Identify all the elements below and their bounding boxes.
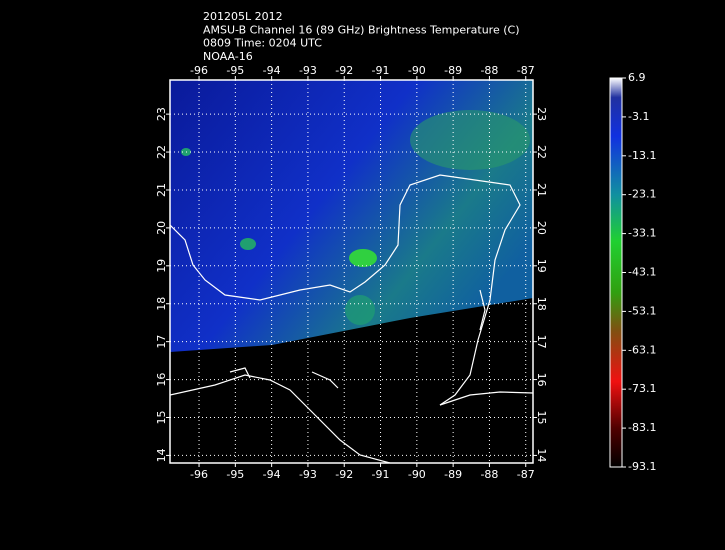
colorbar-label: -83.1 xyxy=(628,421,656,434)
lon-label: -96 xyxy=(190,468,208,481)
lat-label: 16 xyxy=(535,373,548,387)
colorbar xyxy=(609,77,623,468)
lat-label: 21 xyxy=(535,183,548,197)
swath-feature xyxy=(349,249,377,267)
header-line: 201205L 2012 xyxy=(203,10,283,23)
header-line: 0809 Time: 0204 UTC xyxy=(203,37,322,50)
colorbar-label: -73.1 xyxy=(628,382,656,395)
lon-label: -87 xyxy=(517,64,535,77)
lon-label: -91 xyxy=(372,468,390,481)
lon-label: -96 xyxy=(190,64,208,77)
colorbar-label: -43.1 xyxy=(628,266,656,279)
lat-label: 20 xyxy=(535,221,548,235)
lat-label: 15 xyxy=(155,410,168,424)
lat-label: 22 xyxy=(535,145,548,159)
lon-label: -95 xyxy=(226,64,244,77)
lon-label: -92 xyxy=(335,468,353,481)
lat-label: 17 xyxy=(535,335,548,349)
lat-label: 16 xyxy=(155,373,168,387)
header-line: NOAA-16 xyxy=(203,50,253,63)
lon-label: -89 xyxy=(444,468,462,481)
colorbar-label: -93.1 xyxy=(628,460,656,473)
lat-label: 22 xyxy=(155,145,168,159)
colorbar-label: -23.1 xyxy=(628,188,656,201)
lon-label: -87 xyxy=(517,468,535,481)
colorbar-label: -13.1 xyxy=(628,149,656,162)
lat-label: 20 xyxy=(155,221,168,235)
lon-label: -93 xyxy=(299,468,317,481)
lon-label: -88 xyxy=(480,64,498,77)
colorbar-label: -3.1 xyxy=(628,110,649,123)
lon-label: -91 xyxy=(372,64,390,77)
coastline xyxy=(170,374,391,463)
lat-label: 21 xyxy=(155,183,168,197)
map-image xyxy=(170,80,533,463)
lat-label: 19 xyxy=(155,259,168,273)
colorbar-label: -63.1 xyxy=(628,343,656,356)
swath-feature xyxy=(410,110,530,170)
header-line: AMSU-B Channel 16 (89 GHz) Brightness Te… xyxy=(203,23,520,36)
lat-label: 14 xyxy=(535,448,548,462)
coastline xyxy=(439,391,533,406)
coastline xyxy=(170,174,521,406)
lon-label: -90 xyxy=(408,468,426,481)
lon-label: -93 xyxy=(299,64,317,77)
lon-label: -94 xyxy=(263,64,281,77)
lat-label: 15 xyxy=(535,410,548,424)
colorbar-label: -33.1 xyxy=(628,227,656,240)
lon-label: -94 xyxy=(263,468,281,481)
map-frame xyxy=(169,79,534,464)
lon-label: -90 xyxy=(408,64,426,77)
lat-label: 18 xyxy=(535,297,548,311)
lat-label: 23 xyxy=(535,107,548,121)
lon-label: -92 xyxy=(335,64,353,77)
grid xyxy=(170,80,533,463)
swath-feature xyxy=(345,295,375,325)
colorbar-label: 6.9 xyxy=(628,71,646,84)
lon-label: -88 xyxy=(480,468,498,481)
lon-label: -89 xyxy=(444,64,462,77)
colorbar-label: -53.1 xyxy=(628,304,656,317)
lat-label: 18 xyxy=(155,297,168,311)
lat-label: 23 xyxy=(155,107,168,121)
lat-label: 17 xyxy=(155,335,168,349)
lat-label: 19 xyxy=(535,259,548,273)
lon-label: -95 xyxy=(226,468,244,481)
swath-feature xyxy=(240,238,256,250)
lat-label: 14 xyxy=(155,448,168,462)
